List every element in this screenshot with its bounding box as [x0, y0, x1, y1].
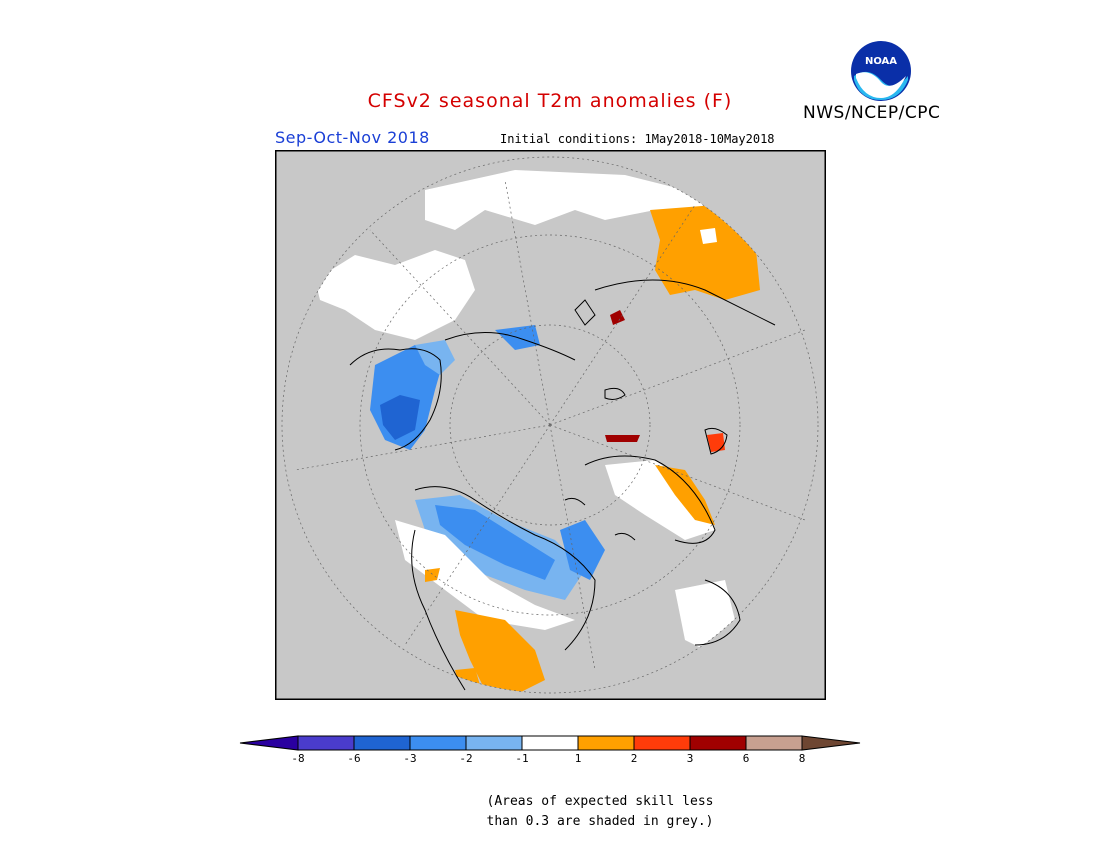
light-blue-fringe-atlantic — [415, 340, 455, 375]
legend-tick-label: 3 — [686, 752, 694, 765]
red-spot-svalbard — [605, 435, 640, 442]
legend-color-box — [745, 735, 803, 751]
red-spot-novaya — [610, 310, 625, 325]
skill-note-line1: (Areas of expected skill less — [486, 794, 714, 809]
legend-color-box — [353, 735, 411, 751]
legend-tick-label: 2 — [630, 752, 638, 765]
white-orange-region-greenland-side — [605, 460, 715, 540]
white-spot-siberia — [700, 228, 717, 244]
legend-color-box — [465, 735, 523, 751]
organization-label: NWS/NCEP/CPC — [803, 103, 941, 123]
legend-tick-label: 6 — [742, 752, 750, 765]
orange-region-scandinavia — [655, 465, 715, 525]
legend-arrow-right — [801, 735, 861, 751]
initial-conditions-label: Initial conditions: 1May2018-10May2018 — [500, 132, 775, 146]
skill-note: (Areas of expected skill less than 0.3 a… — [470, 792, 730, 832]
white-region-north — [425, 170, 745, 230]
white-region-europe — [315, 250, 475, 340]
chart-title: CFSv2 seasonal T2m anomalies (F) — [367, 90, 733, 112]
legend-tick-label: -2 — [459, 752, 473, 765]
legend-color-box — [577, 735, 635, 751]
white-region-canada — [395, 520, 575, 630]
legend-color-box — [521, 735, 579, 751]
logo-text: NOAA — [865, 56, 897, 67]
legend-color-box — [689, 735, 747, 751]
legend-tick-label: -6 — [347, 752, 361, 765]
noaa-logo-icon: NOAA — [851, 41, 911, 101]
color-legend — [239, 735, 861, 751]
dark-blue-region-atlantic — [380, 395, 420, 440]
season-label: Sep-Oct-Nov 2018 — [275, 128, 430, 147]
legend-color-box — [409, 735, 467, 751]
map-frame — [275, 150, 826, 700]
orange-region-siberia-ne — [650, 205, 760, 300]
orange-region-us — [455, 610, 545, 693]
legend-tick-label: 1 — [574, 752, 582, 765]
polar-anomaly-map — [275, 150, 826, 700]
orange-spot-pacific — [425, 568, 440, 582]
blue-region-arctic-islands — [560, 520, 605, 580]
legend-arrow-left — [239, 735, 299, 751]
legend-tick-label: -3 — [403, 752, 417, 765]
mid-blue-region-canada — [435, 505, 555, 580]
legend-tick-label: 8 — [798, 752, 806, 765]
legend-tick-label: -8 — [291, 752, 305, 765]
skill-note-line2: than 0.3 are shaded in grey.) — [486, 814, 714, 829]
legend-color-box — [297, 735, 355, 751]
legend-color-box — [633, 735, 691, 751]
red-spot-iceland — [707, 433, 725, 452]
legend-tick-label: -1 — [515, 752, 529, 765]
graticule — [281, 156, 819, 694]
coastlines — [349, 279, 776, 691]
